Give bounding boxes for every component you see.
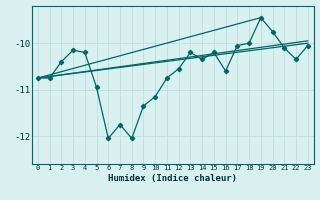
X-axis label: Humidex (Indice chaleur): Humidex (Indice chaleur): [108, 174, 237, 183]
